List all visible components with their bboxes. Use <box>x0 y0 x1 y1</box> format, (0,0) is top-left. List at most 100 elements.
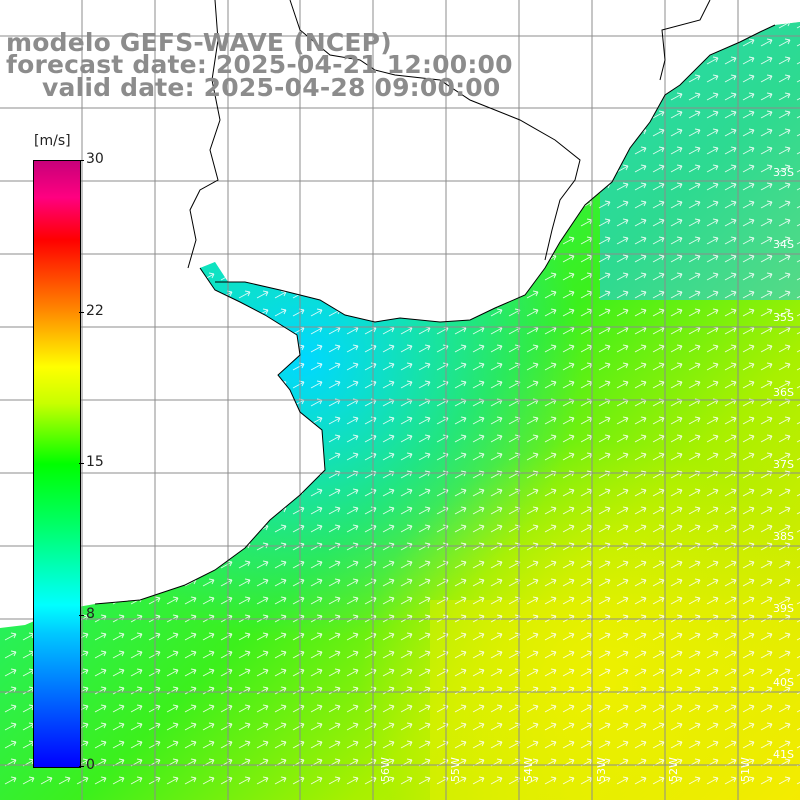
wind-arrow <box>598 740 611 749</box>
wind-arrow <box>238 650 251 659</box>
wind-arrow <box>724 92 737 101</box>
wind-arrow <box>760 560 773 569</box>
wind-arrow <box>490 434 503 443</box>
wind-arrow <box>760 722 773 731</box>
wind-arrow <box>454 560 467 569</box>
wind-arrow <box>544 776 557 785</box>
wind-arrow <box>382 434 395 443</box>
wind-arrow <box>616 668 629 677</box>
wind-arrow <box>490 488 503 497</box>
wind-arrow <box>778 218 791 227</box>
wind-arrow <box>706 128 719 137</box>
wind-arrow <box>310 362 323 371</box>
wind-arrow <box>778 236 791 245</box>
wind-arrow <box>688 578 701 587</box>
wind-arrow <box>382 344 395 353</box>
wind-arrow <box>112 704 125 713</box>
wind-arrow <box>706 56 719 65</box>
wind-arrow <box>688 362 701 371</box>
wind-arrow <box>706 344 719 353</box>
wind-arrow <box>526 308 539 317</box>
wind-arrow <box>562 632 575 641</box>
wind-arrow <box>688 506 701 515</box>
wind-arrow <box>634 686 647 695</box>
wind-arrow <box>112 776 125 785</box>
lat-label: 36S <box>773 386 794 399</box>
wind-arrow <box>418 344 431 353</box>
wind-arrow <box>670 236 683 245</box>
wind-arrow <box>526 650 539 659</box>
wind-arrow <box>724 110 737 119</box>
wind-arrow <box>472 578 485 587</box>
wind-arrow <box>418 740 431 749</box>
wind-arrow <box>274 668 287 677</box>
wind-arrow <box>652 452 665 461</box>
wind-arrow <box>706 254 719 263</box>
wind-arrow <box>544 650 557 659</box>
wind-arrow <box>256 722 269 731</box>
wind-arrow <box>688 344 701 353</box>
wind-arrow <box>796 22 800 29</box>
wind-arrow <box>256 290 269 299</box>
wind-arrow <box>346 434 359 443</box>
wind-arrow <box>274 704 287 713</box>
wind-arrow <box>400 416 413 425</box>
wind-arrow <box>130 704 143 713</box>
wind-arrow <box>400 686 413 695</box>
wind-arrow <box>742 650 755 659</box>
wind-arrow <box>382 632 395 641</box>
wind-arrow <box>472 596 485 605</box>
wind-arrow <box>778 524 791 533</box>
wind-arrow <box>418 416 431 425</box>
wind-arrow <box>778 200 791 209</box>
wind-arrow <box>706 164 719 173</box>
wind-arrow <box>652 704 665 713</box>
wind-arrow <box>598 218 611 227</box>
wind-arrow <box>346 686 359 695</box>
wind-arrow <box>724 254 737 263</box>
wind-arrow <box>544 452 557 461</box>
wind-arrow <box>526 722 539 731</box>
wind-arrow <box>598 290 611 299</box>
wind-arrow <box>634 416 647 425</box>
wind-arrow <box>598 344 611 353</box>
wind-arrow <box>796 614 800 623</box>
wind-arrow <box>634 308 647 317</box>
wind-arrow <box>778 740 791 749</box>
wind-arrow <box>778 668 791 677</box>
wind-arrow <box>706 686 719 695</box>
wind-arrow <box>472 416 485 425</box>
wind-arrow <box>724 434 737 443</box>
wind-arrow <box>490 632 503 641</box>
wind-arrow <box>796 110 800 119</box>
wind-arrow <box>616 272 629 281</box>
wind-arrow <box>544 506 557 515</box>
wind-arrow <box>562 416 575 425</box>
wind-arrow <box>166 668 179 677</box>
wind-arrow <box>526 344 539 353</box>
wind-arrow <box>472 362 485 371</box>
wind-arrow <box>796 524 800 533</box>
wind-arrow <box>328 650 341 659</box>
wind-arrow <box>760 686 773 695</box>
wind-arrow <box>526 578 539 587</box>
wind-arrow <box>544 290 557 299</box>
wind-arrow <box>274 632 287 641</box>
wind-arrow <box>706 218 719 227</box>
wind-arrow <box>616 722 629 731</box>
wind-arrow <box>562 488 575 497</box>
wind-arrow <box>670 668 683 677</box>
wind-arrow <box>400 740 413 749</box>
wind-arrow <box>796 128 800 137</box>
lon-label: 54W <box>522 757 535 782</box>
wind-arrow <box>634 776 647 785</box>
wind-arrow <box>418 668 431 677</box>
wind-arrow <box>796 452 800 461</box>
wind-arrow <box>382 380 395 389</box>
wind-arrow <box>760 74 773 83</box>
wind-arrow <box>544 686 557 695</box>
wind-arrow <box>652 434 665 443</box>
wind-arrow <box>490 596 503 605</box>
wind-arrow <box>616 254 629 263</box>
wind-arrow <box>616 308 629 317</box>
